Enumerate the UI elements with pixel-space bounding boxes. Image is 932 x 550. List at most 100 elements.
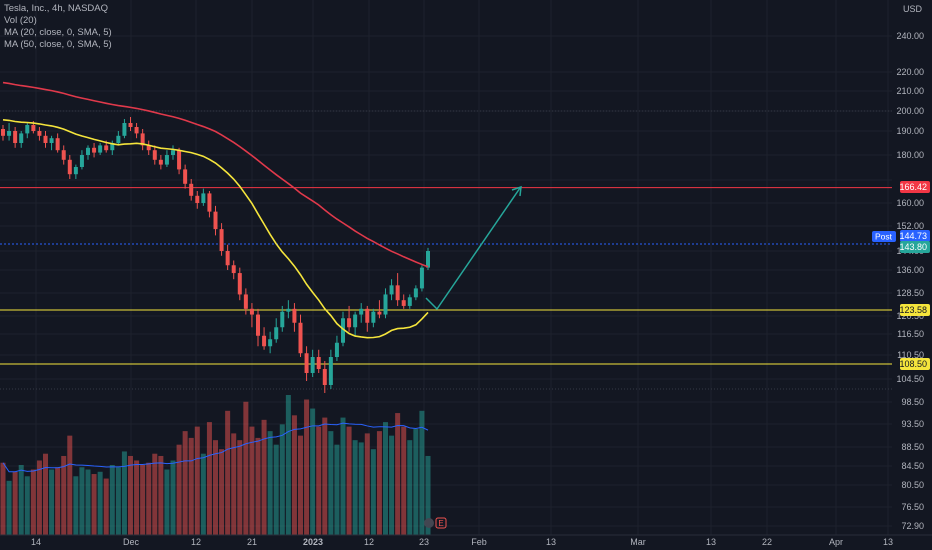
candle-body xyxy=(7,131,12,136)
price-label-yellow-upper: 123.58 xyxy=(899,304,930,316)
candle-body xyxy=(328,357,333,385)
candle-body xyxy=(389,285,394,295)
candle-body xyxy=(280,311,285,328)
candle xyxy=(7,123,12,141)
price-label-post-value: 144.73 xyxy=(899,230,930,242)
candle xyxy=(37,127,42,141)
candle xyxy=(334,335,339,361)
price-label-yellow-lower: 108.50 xyxy=(899,358,930,370)
candle xyxy=(353,311,358,336)
volume-bar xyxy=(401,426,407,535)
volume-bar xyxy=(346,426,352,535)
candle-body xyxy=(158,159,163,165)
price-axis: USD 240.00 220.00 210.00 200.00 190.00 180.00 1… xyxy=(872,4,930,531)
candle xyxy=(13,127,18,148)
legend-ma50[interactable]: MA (50, close, 0, SMA, 5) xyxy=(4,39,112,50)
volume-bar xyxy=(30,469,36,535)
price-label-last-text: 143.80 xyxy=(899,242,927,252)
candle-body xyxy=(347,318,352,328)
candle xyxy=(401,294,406,309)
time-tick-label: 2023 xyxy=(303,537,323,547)
legend-volume[interactable]: Vol (20) xyxy=(4,15,37,26)
candle-body xyxy=(116,135,121,143)
candle xyxy=(213,205,218,236)
volume-bar xyxy=(36,460,42,535)
candle-body xyxy=(183,169,188,184)
ma50-line xyxy=(2,81,429,268)
volume-bar xyxy=(352,440,358,535)
volume-bar xyxy=(49,469,55,535)
volume-bar xyxy=(364,433,370,535)
volume-bar xyxy=(249,426,255,535)
candle xyxy=(413,285,418,301)
candle-body xyxy=(419,267,424,289)
candle-body xyxy=(79,155,84,167)
candle-body xyxy=(237,273,242,295)
candle xyxy=(207,191,212,218)
candle xyxy=(304,346,309,381)
volume-bar xyxy=(73,476,79,535)
candle-body xyxy=(43,135,48,143)
candle-body xyxy=(286,308,291,312)
candle xyxy=(249,303,254,328)
candle-body xyxy=(413,288,418,298)
candle xyxy=(225,244,230,270)
volume-bar xyxy=(389,435,395,535)
volume-bar xyxy=(267,431,273,535)
volume-bar xyxy=(304,399,310,535)
price-label-red: 166.42 xyxy=(899,181,930,193)
price-tick-label: 98.50 xyxy=(901,397,924,407)
candle xyxy=(274,318,279,343)
candle-body xyxy=(146,145,151,151)
time-tick-label: 12 xyxy=(191,537,201,547)
candle-body xyxy=(122,123,127,136)
price-label-post-value-text: 144.73 xyxy=(899,231,927,241)
time-tick-label: Dec xyxy=(123,537,140,547)
price-tick-label: 152.00 xyxy=(896,221,924,231)
volume-bar xyxy=(316,426,322,535)
volume-bar xyxy=(164,469,170,535)
candle xyxy=(292,303,297,332)
candle-body xyxy=(134,127,139,134)
price-tick-label: 136.00 xyxy=(896,265,924,275)
arrow-head xyxy=(511,185,522,197)
price-tick-label: 84.50 xyxy=(901,461,924,471)
candle-body xyxy=(201,193,206,203)
candle-body xyxy=(407,297,412,306)
volume-bar xyxy=(243,401,249,535)
legend-symbol[interactable]: Tesla, Inc., 4h, NASDAQ xyxy=(4,3,109,14)
candle-body xyxy=(256,314,260,336)
price-label-red-bg xyxy=(900,181,930,193)
candle xyxy=(395,273,400,306)
candle xyxy=(268,331,273,354)
volume-bar xyxy=(12,471,18,535)
candle xyxy=(61,145,66,165)
candle xyxy=(365,305,370,332)
candle xyxy=(164,150,169,167)
price-label-yellow-lower-bg xyxy=(900,358,930,370)
time-tick-label: 13 xyxy=(706,537,716,547)
volume-bar xyxy=(413,428,419,535)
volume-bar xyxy=(103,478,109,535)
earnings-icon xyxy=(435,517,447,529)
candle xyxy=(219,223,224,256)
volume-bar xyxy=(291,415,297,535)
candle xyxy=(128,117,133,131)
price-label-red-text: 166.42 xyxy=(899,182,927,192)
candle-body xyxy=(67,159,72,175)
candle xyxy=(183,164,188,189)
volume-bar xyxy=(219,449,225,535)
candle-body xyxy=(243,294,248,309)
candle-body xyxy=(1,129,5,136)
chart-legend: Tesla, Inc., 4h, NASDAQ Vol (20) MA (20,… xyxy=(4,3,112,51)
volume-bar xyxy=(61,455,67,535)
candle-body xyxy=(98,145,103,153)
candle-body xyxy=(395,285,400,301)
volume-bar xyxy=(334,444,340,535)
legend-ma20[interactable]: MA (20, close, 0, SMA, 5) xyxy=(4,27,112,38)
candle-body xyxy=(195,195,200,203)
volume-bar xyxy=(0,462,6,535)
volume-bar xyxy=(298,435,303,535)
price-tick-label: 200.00 xyxy=(896,106,924,116)
